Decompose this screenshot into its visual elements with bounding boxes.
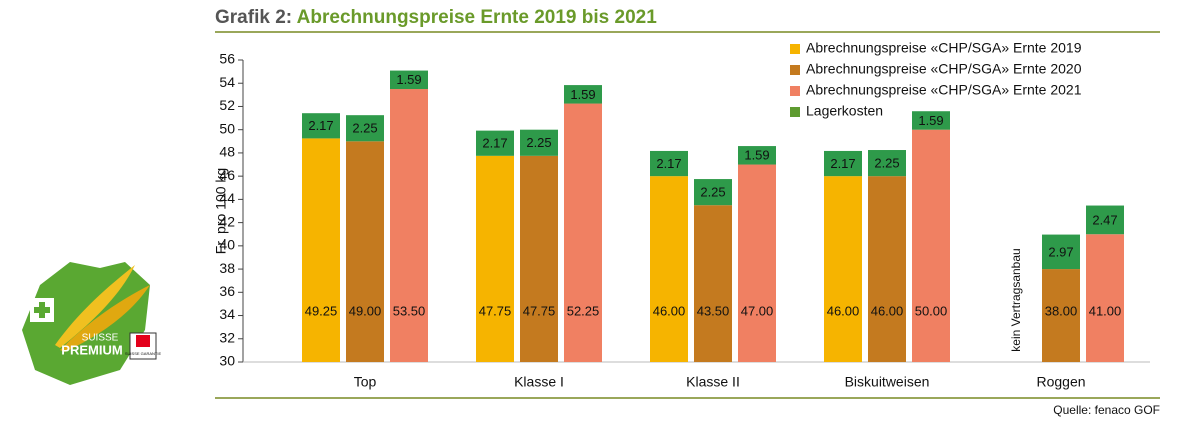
bar (824, 176, 862, 362)
stack-bar (738, 146, 776, 165)
legend-label: Abrechnungspreise «CHP/SGA» Ernte 2020 (806, 61, 1082, 77)
y-tick-label: 48 (219, 144, 235, 160)
bar (476, 155, 514, 362)
stack-label: 2.97 (1048, 244, 1073, 259)
stack-bar (824, 150, 862, 177)
stack-bar (520, 129, 558, 156)
bar (520, 155, 558, 362)
stack-label: 2.25 (700, 185, 725, 200)
value-label: 43.50 (697, 303, 730, 318)
title-label: Grafik 2: Abrechnungspreise Ernte 2019 b… (215, 7, 657, 28)
logo-flag (136, 335, 150, 347)
stack-label: 2.25 (352, 121, 377, 136)
bar (1086, 234, 1124, 362)
y-tick-label: 54 (219, 74, 235, 90)
legend-swatch (790, 65, 800, 75)
logo-text: PREMIUM (61, 342, 122, 357)
y-tick-label: 56 (219, 51, 235, 67)
bar (302, 138, 340, 362)
legend-label: Lagerkosten (806, 103, 883, 119)
x-tick-label: Biskuitweisen (845, 374, 930, 390)
stack-bar (390, 70, 428, 90)
stack-bar (868, 150, 906, 177)
y-tick-label: 38 (219, 260, 235, 276)
legend-swatch (790, 86, 800, 96)
stack-label: 2.17 (482, 136, 507, 151)
bar (564, 103, 602, 363)
stack-bar (1086, 205, 1124, 235)
value-label: 47.75 (479, 303, 512, 318)
stack-label: 2.25 (526, 135, 551, 150)
bar (390, 89, 428, 363)
stack-bar (302, 113, 340, 139)
value-label: 46.00 (871, 303, 904, 318)
bar (346, 141, 384, 362)
legend-label: Abrechnungspreise «CHP/SGA» Ernte 2019 (806, 40, 1082, 56)
legend-swatch (790, 44, 800, 54)
stack-label: 1.59 (570, 87, 595, 102)
stack-bar (694, 179, 732, 206)
bar (738, 164, 776, 362)
stack-label: 1.59 (396, 72, 421, 87)
stack-label: 2.17 (830, 156, 855, 171)
stack-bar (346, 115, 384, 142)
y-tick-label: 44 (219, 190, 235, 206)
logo: SUISSE PREMIUM SUISSE GARANTIE (22, 262, 161, 385)
chart-title: Abrechnungspreise Ernte 2019 bis 2021 (297, 7, 658, 28)
value-label: 46.00 (653, 303, 686, 318)
stack-label: 2.17 (656, 156, 681, 171)
value-label: 41.00 (1089, 303, 1122, 318)
y-tick-label: 40 (219, 237, 235, 253)
logo-wheat (55, 265, 135, 348)
x-tick-label: Klasse I (514, 374, 564, 390)
stack-bar (912, 111, 950, 130)
logo-badge-text: SUISSE GARANTIE (125, 351, 162, 356)
x-tick-label: Roggen (1036, 374, 1085, 390)
value-label: 49.00 (349, 303, 382, 318)
bar (912, 129, 950, 362)
legend-swatch (790, 107, 800, 117)
y-tick-label: 52 (219, 97, 235, 113)
value-label: 38.00 (1045, 303, 1078, 318)
stack-label: 1.59 (918, 113, 943, 128)
bar (650, 176, 688, 362)
value-label: 49.25 (305, 303, 338, 318)
bar (694, 205, 732, 362)
y-tick-label: 30 (219, 353, 235, 369)
stack-bar (476, 130, 514, 156)
y-axis-label: Fr. pro 100 kg (213, 168, 229, 254)
source: Quelle: fenaco GOF (1053, 403, 1160, 417)
logo-cross (34, 307, 50, 313)
value-label: 47.75 (523, 303, 556, 318)
bar (868, 176, 906, 362)
value-label: 52.25 (567, 303, 600, 318)
stack-bar (564, 85, 602, 104)
y-tick-label: 32 (219, 329, 235, 345)
annotation: kein Vertragsanbau (1009, 248, 1023, 351)
bar (1042, 269, 1080, 362)
logo-wheat (60, 285, 150, 352)
value-label: 47.00 (741, 303, 774, 318)
stack-label: 2.47 (1092, 212, 1117, 227)
y-tick-label: 36 (219, 283, 235, 299)
y-tick-label: 42 (219, 213, 235, 229)
x-tick-label: Klasse II (686, 374, 740, 390)
logo-text: SUISSE (82, 333, 119, 344)
value-label: 50.00 (915, 303, 948, 318)
stack-bar (1042, 234, 1080, 270)
title-prefix: Grafik 2: (215, 7, 292, 28)
stack-bar (650, 150, 688, 177)
legend-label: Abrechnungspreise «CHP/SGA» Ernte 2021 (806, 82, 1082, 98)
stack-label: 1.59 (744, 148, 769, 163)
x-tick-label: Top (354, 374, 377, 390)
y-tick-label: 34 (219, 306, 235, 322)
y-tick-label: 50 (219, 120, 235, 136)
stack-label: 2.17 (308, 118, 333, 133)
value-label: 46.00 (827, 303, 860, 318)
stack-label: 2.25 (874, 156, 899, 171)
value-label: 53.50 (393, 303, 426, 318)
y-tick-label: 46 (219, 167, 235, 183)
